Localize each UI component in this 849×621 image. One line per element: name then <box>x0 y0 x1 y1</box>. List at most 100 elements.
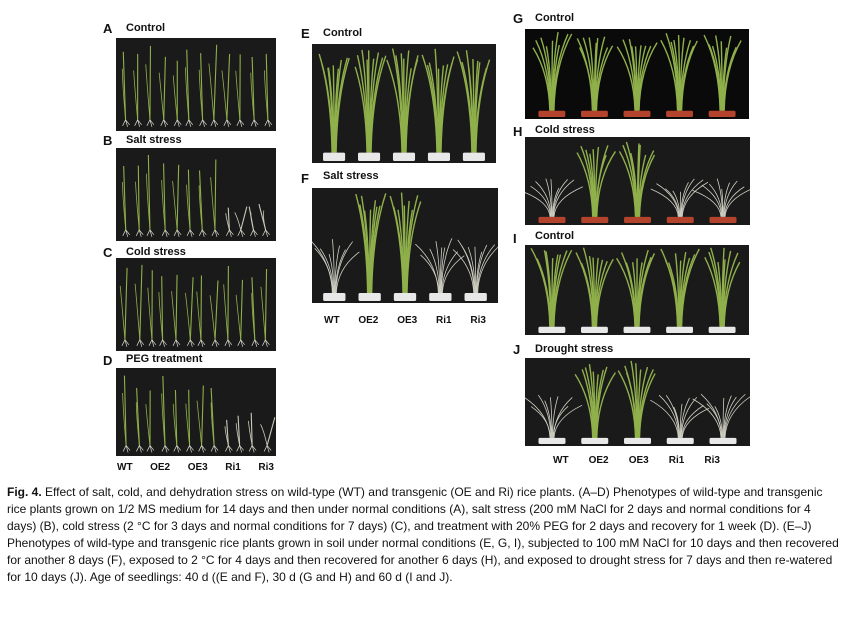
seedling-leaf <box>263 70 269 120</box>
plant-blade <box>553 179 575 217</box>
seedling-root <box>236 445 244 453</box>
plant-blade <box>525 192 551 217</box>
plant-blade <box>552 179 568 217</box>
plant-blade <box>549 397 553 438</box>
seedling-root <box>161 229 170 237</box>
seedling-leaf <box>189 277 194 340</box>
panel-i-plants <box>525 245 749 335</box>
panel-c-title: Cold stress <box>126 246 186 258</box>
seedling-leaf <box>158 292 163 340</box>
seedling-leaf <box>250 212 254 230</box>
seedling-root <box>122 445 131 453</box>
panel-g-title: Control <box>535 12 575 24</box>
plant-blade <box>658 394 680 438</box>
plant-blade <box>723 40 742 111</box>
plant-blade <box>714 406 723 438</box>
plant-pot <box>623 110 651 117</box>
plant-blade <box>552 406 569 438</box>
seedling-leaf <box>161 393 166 446</box>
plant-blade <box>650 399 679 438</box>
panel-c-photo <box>116 258 276 351</box>
seedling-root <box>198 229 207 237</box>
genotype-label-ri3: Ri3 <box>470 315 486 326</box>
plant-blade <box>692 189 722 217</box>
plant-blade <box>681 407 710 438</box>
plant-blade <box>452 249 475 293</box>
plant-pot <box>666 110 693 117</box>
figure-caption: Fig. 4. Effect of salt, cold, and dehydr… <box>7 484 843 586</box>
plant-blade <box>723 182 730 217</box>
seedling-leaf <box>240 279 244 340</box>
panel-g-letter: G <box>513 11 524 26</box>
seedling-leaf <box>266 417 276 446</box>
seedling-root <box>210 119 219 127</box>
panel-e-letter: E <box>301 26 310 41</box>
seedling-leaf <box>188 389 191 446</box>
panel-f-title: Salt stress <box>323 170 379 182</box>
plant-pot <box>708 326 736 333</box>
seedling-leaf <box>250 412 253 446</box>
panel-f-photo <box>312 188 498 303</box>
plant-blade <box>405 55 419 153</box>
seedling-root <box>248 445 257 453</box>
plant-blade <box>700 393 722 438</box>
panel-c-letter: C <box>103 245 113 260</box>
plant-blade <box>332 65 335 153</box>
panel-f-letter: F <box>301 171 309 186</box>
seedling-root <box>122 119 130 127</box>
panel-j-letter: J <box>513 342 521 357</box>
plant-pot <box>666 216 694 223</box>
seedling-leaf <box>134 283 141 340</box>
seedling-root <box>237 229 246 237</box>
seedling-root <box>135 229 144 237</box>
seedling-root <box>236 119 245 127</box>
plant-blade <box>319 248 334 293</box>
genotype-label-wt: WT <box>553 455 569 466</box>
plant-pot <box>581 326 608 333</box>
plant-blade <box>680 248 700 327</box>
seedling-leaf <box>185 292 191 340</box>
seedling-root <box>210 445 219 453</box>
seedling-root <box>263 445 272 453</box>
seedling-leaf <box>248 420 253 446</box>
seedling-leaf <box>172 180 178 230</box>
panel-a-seedlings <box>116 38 276 131</box>
plant-pot <box>358 292 381 301</box>
plant-blade <box>335 57 350 153</box>
plant-pot <box>581 437 609 444</box>
genotype-label-oe3: OE3 <box>397 315 418 326</box>
panel-c-seedlings <box>116 258 276 351</box>
plant-blade <box>553 249 573 327</box>
plant-blade <box>314 248 334 293</box>
seedling-root <box>223 119 232 127</box>
genotype-label-oe3: OE3 <box>187 462 208 473</box>
panel-b-seedlings <box>116 148 276 241</box>
plant-blade <box>553 397 573 438</box>
seedling-leaf <box>121 68 126 120</box>
panel-h-plants <box>525 137 750 225</box>
seedling-leaf <box>122 393 127 446</box>
plant-blade <box>435 241 441 293</box>
seedling-leaf <box>133 70 139 120</box>
panel-d-letter: D <box>103 353 113 368</box>
plant-pot <box>538 437 566 444</box>
seedling-leaf <box>201 385 204 446</box>
plant-blade <box>312 241 333 293</box>
seedling-leaf <box>185 67 190 120</box>
panel-i-j-genotype-labels: WT OE2 OE3 Ri1 Ri3 <box>553 455 720 467</box>
genotype-label-oe2: OE2 <box>150 462 171 473</box>
plant-blade <box>723 396 737 438</box>
plant-blade <box>370 193 387 293</box>
seedling-leaf <box>122 181 127 230</box>
seedling-leaf <box>176 164 180 230</box>
plant-blade <box>638 373 656 438</box>
plant-blade <box>680 40 698 111</box>
seedling-leaf <box>200 275 202 340</box>
seedling-leaf <box>224 426 229 446</box>
plant-blade <box>476 244 496 293</box>
genotype-label-oe2: OE2 <box>358 315 379 326</box>
seedling-root <box>185 119 194 127</box>
plant-blade <box>596 372 617 438</box>
plant-pot <box>666 437 694 444</box>
panel-j-title: Drought stress <box>535 343 614 355</box>
